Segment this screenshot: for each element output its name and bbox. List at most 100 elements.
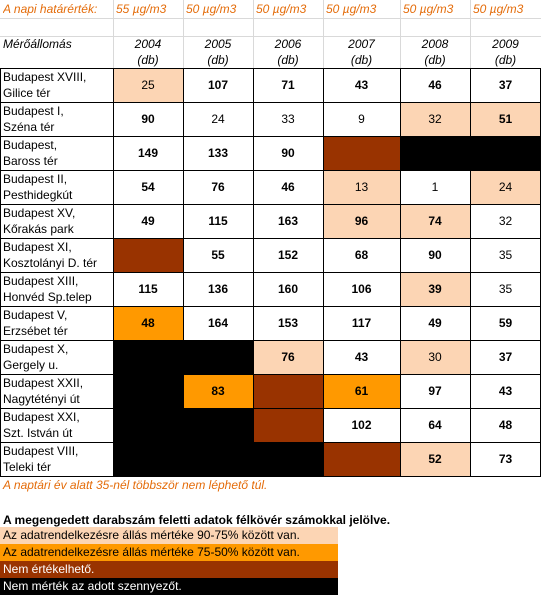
- station-line: Budapest XI,: [3, 240, 72, 254]
- data-cell: [183, 408, 253, 442]
- station-line: Budapest XV,: [3, 206, 76, 220]
- table-border: [0, 68, 1, 477]
- table-border: [0, 272, 541, 273]
- table-border: [0, 102, 541, 103]
- data-cell: 61: [323, 374, 400, 408]
- year-header: 2005 (db): [183, 36, 253, 68]
- legend-item: Nem mérték az adott szennyezőt.: [0, 578, 338, 595]
- station-line: Budapest V,: [3, 308, 68, 322]
- data-cell: 149: [137, 146, 159, 160]
- table-border: [0, 408, 541, 409]
- station-name: Budapest I, Széna tér: [0, 102, 113, 136]
- data-cell: 43: [354, 350, 369, 364]
- station-line: Budapest XXII,: [3, 376, 84, 390]
- table-border: [0, 204, 541, 205]
- data-cell: 39: [400, 272, 470, 306]
- station-line: Budapest VIII,: [3, 444, 79, 458]
- year-header: 2006 (db): [253, 36, 323, 68]
- data-cell: 25: [113, 68, 183, 102]
- station-line: Kosztolányi D. tér: [3, 256, 98, 270]
- legend-item: Az adatrendelkezésre állás mértéke 90-75…: [0, 527, 338, 544]
- data-cell: 32: [498, 214, 513, 228]
- data-cell: 55: [211, 248, 225, 262]
- station-line: Nagytétényi út: [3, 392, 80, 406]
- year-header-row: Mérőállomás 2004 (db) 2005 (db) 2006 (db) 2007…: [0, 36, 541, 68]
- data-cell: [400, 136, 470, 170]
- station-line: Budapest I,: [3, 104, 64, 118]
- data-cell: 90: [141, 112, 155, 126]
- station-name: Budapest VIII, Teleki tér: [0, 442, 113, 476]
- data-cell: 115: [138, 282, 158, 296]
- data-cell: 35: [498, 248, 513, 262]
- table-border: [183, 68, 184, 477]
- station-line: Teleki tér: [3, 460, 52, 474]
- unit-label: (db): [494, 53, 517, 67]
- data-cell: 76: [211, 180, 225, 194]
- station-line: Budapest II,: [3, 172, 68, 186]
- unit-label: (db): [424, 53, 446, 67]
- year-label: 2009: [492, 37, 519, 51]
- limit-value: 50 µg/m3: [403, 2, 454, 16]
- limit-value: 50 µg/m3: [186, 2, 237, 16]
- data-cell: 164: [207, 316, 229, 330]
- sheet-gridline: [0, 18, 541, 19]
- data-cell: 37: [498, 350, 513, 364]
- sheet-gridline: [323, 0, 324, 68]
- data-cell: 24: [211, 112, 225, 126]
- data-cell: 64: [428, 418, 442, 432]
- table-row: Budapest II, Pesthidegkút 54 76 46 13 1 24: [0, 170, 541, 204]
- sheet-gridline: [253, 0, 254, 68]
- table-border: [400, 68, 401, 477]
- station-line: Kőrakás park: [3, 222, 74, 236]
- table-border: [323, 68, 324, 477]
- data-cell: [113, 340, 183, 374]
- data-cell: 48: [113, 306, 183, 340]
- data-cell: 49: [428, 316, 442, 330]
- year-label: 2006: [274, 37, 302, 51]
- data-cell: 152: [277, 248, 299, 262]
- station-name: Budapest, Baross tér: [0, 136, 113, 170]
- data-cell: 163: [277, 214, 299, 228]
- station-line: Budapest X,: [3, 342, 69, 356]
- table-row: Budapest XXI, Szt. István út 102 64 48: [0, 408, 541, 442]
- station-header: Mérőállomás: [3, 37, 72, 51]
- legend-item: Nem értékelhető.: [0, 561, 338, 578]
- table-row: Budapest, Baross tér 149 133 90: [0, 136, 541, 170]
- station-line: Pesthidegkút: [3, 188, 73, 202]
- data-cell: 102: [351, 418, 372, 432]
- data-cell: 49: [141, 214, 155, 228]
- station-line: Erzsébet tér: [3, 324, 68, 338]
- table-border: [0, 340, 541, 341]
- data-cell: [113, 238, 183, 272]
- station-name: Budapest XXII, Nagytétényi út: [0, 374, 113, 408]
- station-name: Budapest XIII, Honvéd Sp.telep: [0, 272, 113, 306]
- station-line: Szt. István út: [3, 426, 73, 440]
- data-cell: [253, 374, 323, 408]
- data-cell: 153: [277, 316, 299, 330]
- data-cell: 35: [498, 282, 513, 296]
- station-line: Honvéd Sp.telep: [3, 290, 92, 304]
- table-border: [0, 68, 541, 69]
- station-name: Budapest V, Erzsébet tér: [0, 306, 113, 340]
- data-cell: 30: [400, 340, 470, 374]
- data-cell: [113, 442, 183, 476]
- data-cell: [183, 442, 253, 476]
- station-line: Gergely u.: [3, 358, 59, 372]
- station-line: Budapest XIII,: [3, 274, 79, 288]
- sheet-gridline: [0, 36, 541, 37]
- limit-value: 50 µg/m3: [326, 2, 377, 16]
- table-border: [0, 170, 541, 171]
- data-cell: 46: [281, 180, 295, 194]
- station-line: Baross tér: [3, 154, 58, 168]
- data-cell: 68: [354, 248, 369, 262]
- unit-label: (db): [207, 53, 229, 67]
- data-cell: 24: [470, 170, 541, 204]
- year-label: 2008: [421, 37, 449, 51]
- data-cell: [323, 136, 400, 170]
- table-row: Budapest XIII, Honvéd Sp.telep 115 136 160 10…: [0, 272, 541, 306]
- limit-value: 50 µg/m3: [473, 2, 524, 16]
- data-cell: [323, 442, 400, 476]
- table-border: [253, 68, 254, 477]
- data-cell: 90: [281, 146, 295, 160]
- data-cell: 52: [400, 442, 470, 476]
